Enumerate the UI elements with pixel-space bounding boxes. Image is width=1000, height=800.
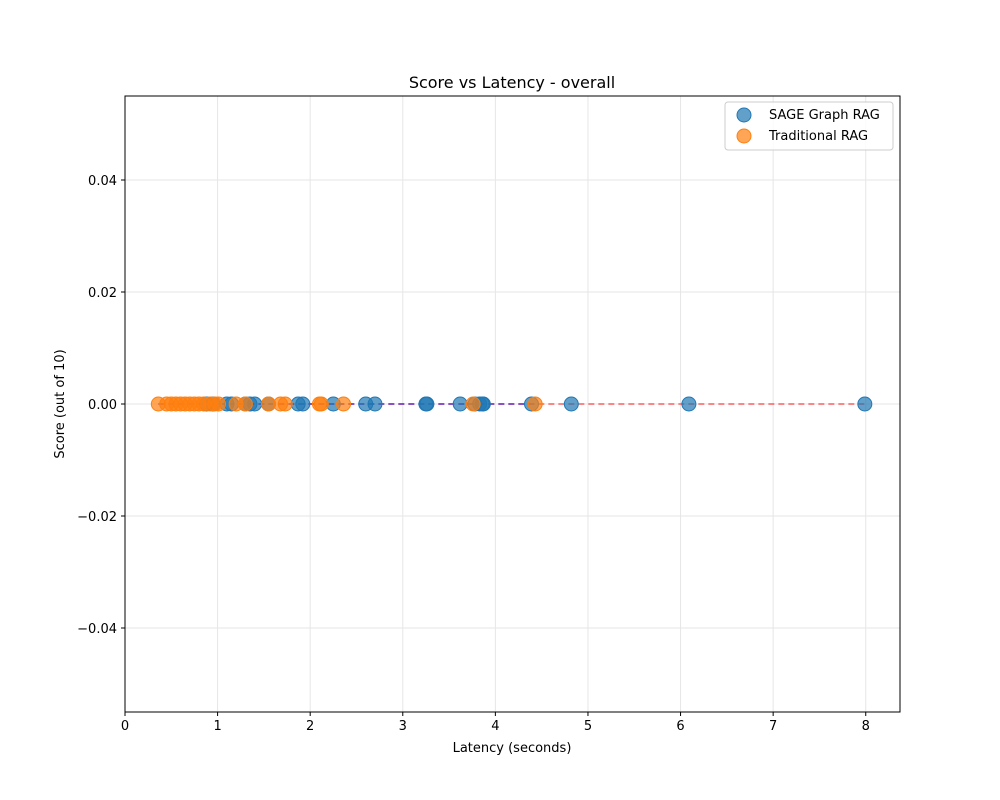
data-point-traditional-rag xyxy=(277,396,293,412)
legend-label-traditional-rag: Traditional RAG xyxy=(768,129,868,144)
x-tick-label: 8 xyxy=(862,719,870,734)
x-tick-label: 3 xyxy=(399,719,407,734)
legend-frame xyxy=(724,101,894,151)
y-tick-label: 0.04 xyxy=(88,174,117,189)
data-point-sage-graph-rag xyxy=(452,396,468,412)
y-tick-label: 0.00 xyxy=(88,398,117,413)
x-axis-label: Latency (seconds) xyxy=(453,741,572,756)
data-point-sage-graph-rag xyxy=(681,396,697,412)
x-tick-label: 5 xyxy=(584,719,592,734)
y-tick-label: −0.02 xyxy=(77,510,117,525)
data-point-traditional-rag xyxy=(237,396,253,412)
data-point-traditional-rag xyxy=(336,396,352,412)
legend-marker-sage-graph-rag xyxy=(736,107,752,123)
legend-marker-traditional-rag xyxy=(736,128,752,144)
data-point-traditional-rag xyxy=(313,396,329,412)
chart-title: Score vs Latency - overall xyxy=(409,73,615,92)
y-axis-ticks: −0.04 −0.02 0.00 0.02 0.04 xyxy=(77,174,125,637)
x-axis-ticks: 0 1 2 3 4 5 6 7 8 xyxy=(121,712,870,734)
data-points xyxy=(150,396,873,412)
x-tick-label: 6 xyxy=(676,719,684,734)
x-tick-label: 1 xyxy=(213,719,221,734)
data-point-traditional-rag xyxy=(527,396,543,412)
y-axis-label: Score (out of 10) xyxy=(53,349,68,458)
y-tick-label: 0.02 xyxy=(88,286,117,301)
data-point-sage-graph-rag xyxy=(367,396,383,412)
data-point-sage-graph-rag xyxy=(857,396,873,412)
x-tick-label: 7 xyxy=(769,719,777,734)
data-point-sage-graph-rag xyxy=(563,396,579,412)
data-point-traditional-rag xyxy=(211,396,227,412)
legend: SAGE Graph RAG Traditional RAG xyxy=(724,101,894,151)
data-point-traditional-rag xyxy=(465,396,481,412)
x-tick-label: 0 xyxy=(121,719,129,734)
data-point-sage-graph-rag xyxy=(295,396,311,412)
x-tick-label: 4 xyxy=(491,719,499,734)
y-tick-label: −0.04 xyxy=(77,622,117,637)
x-tick-label: 2 xyxy=(306,719,314,734)
legend-label-sage-graph-rag: SAGE Graph RAG xyxy=(769,108,880,123)
data-point-sage-graph-rag xyxy=(419,396,435,412)
